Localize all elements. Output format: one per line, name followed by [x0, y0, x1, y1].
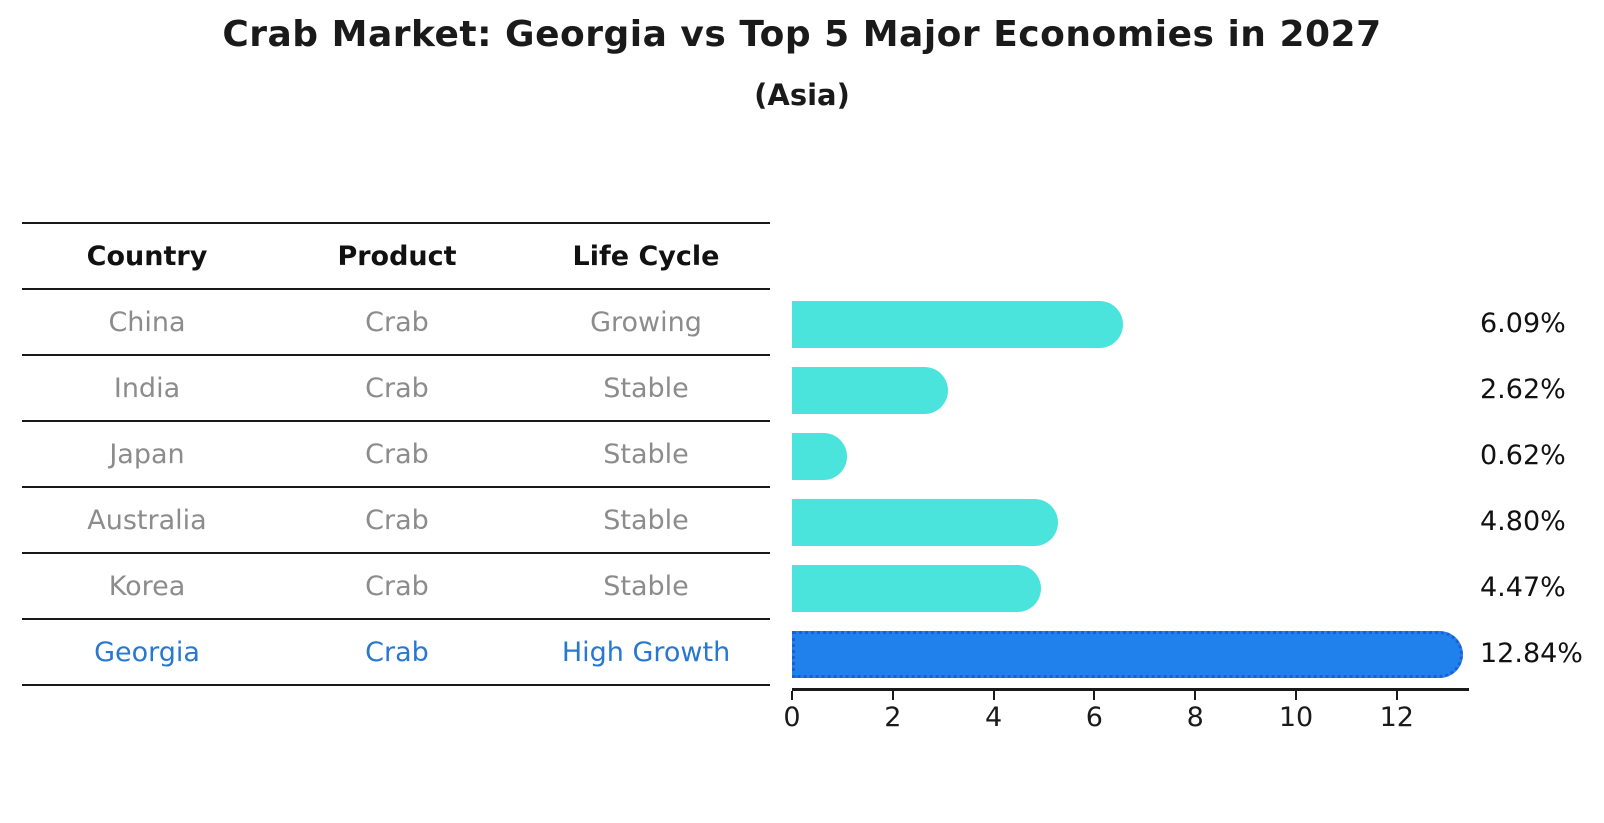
x-tick: [791, 691, 793, 700]
cell-lifecycle: Stable: [603, 372, 689, 404]
x-tick-label: 6: [1085, 702, 1103, 733]
table-row: China Crab Growing: [22, 290, 770, 356]
x-tick: [992, 691, 995, 700]
cell-country: Australia: [87, 504, 207, 536]
table-row: Japan Crab Stable: [22, 422, 770, 488]
cell-lifecycle: High Growth: [561, 636, 731, 668]
x-tick: [891, 691, 894, 700]
cell-product: Crab: [365, 372, 429, 404]
cell-lifecycle: Stable: [603, 570, 689, 602]
cell-product: Crab: [365, 636, 429, 668]
bar: [792, 564, 1042, 612]
cell-lifecycle: Growing: [590, 306, 702, 338]
value-label: 4.47%: [1480, 572, 1566, 603]
x-tick: [1295, 691, 1297, 700]
value-label: 4.80%: [1480, 506, 1566, 537]
bar: [792, 300, 1123, 348]
x-tick-label: 12: [1379, 702, 1414, 733]
x-tick: [1093, 691, 1096, 700]
x-tick-label: 4: [985, 702, 1003, 733]
cell-product: Crab: [365, 570, 429, 602]
cell-country: Japan: [109, 438, 185, 470]
chart-subtitle: (Asia): [754, 78, 850, 112]
column-header-product: Product: [337, 240, 457, 272]
x-tick-label: 2: [884, 702, 902, 733]
x-axis-line: [792, 688, 1469, 691]
x-tick-label: 0: [783, 702, 801, 733]
x-tick-label: 8: [1186, 702, 1204, 733]
table-row: Australia Crab Stable: [22, 488, 770, 554]
country-table: Country Product Life Cycle China Crab Grow…: [22, 222, 770, 686]
cell-country: India: [113, 372, 181, 404]
x-tick: [1194, 691, 1197, 700]
x-tick-label: 10: [1278, 702, 1314, 733]
bar-highlight: [792, 630, 1464, 678]
bar: [792, 432, 848, 480]
bar: [792, 498, 1058, 546]
value-label: 0.62%: [1480, 440, 1566, 471]
bar: [792, 366, 949, 414]
cell-country: Korea: [108, 570, 186, 602]
cell-country: China: [108, 306, 186, 338]
table-row: Korea Crab Stable: [22, 554, 770, 620]
table-header-row: Country Product Life Cycle: [22, 224, 770, 290]
table-row: India Crab Stable: [22, 356, 770, 422]
chart-title: Crab Market: Georgia vs Top 5 Major Econ…: [222, 14, 1382, 55]
cell-lifecycle: Stable: [603, 504, 689, 536]
cell-lifecycle: Stable: [603, 438, 689, 470]
value-label: 12.84%: [1480, 638, 1583, 669]
cell-product: Crab: [365, 504, 429, 536]
value-label: 2.62%: [1480, 374, 1566, 405]
cell-product: Crab: [365, 438, 429, 470]
table-row: Georgia Crab High Growth: [22, 620, 770, 686]
column-header-country: Country: [86, 240, 208, 272]
x-tick: [1395, 691, 1398, 700]
cell-country: Georgia: [94, 636, 200, 668]
value-label: 6.09%: [1480, 308, 1566, 339]
cell-product: Crab: [365, 306, 429, 338]
column-header-lifecycle: Life Cycle: [572, 240, 720, 272]
